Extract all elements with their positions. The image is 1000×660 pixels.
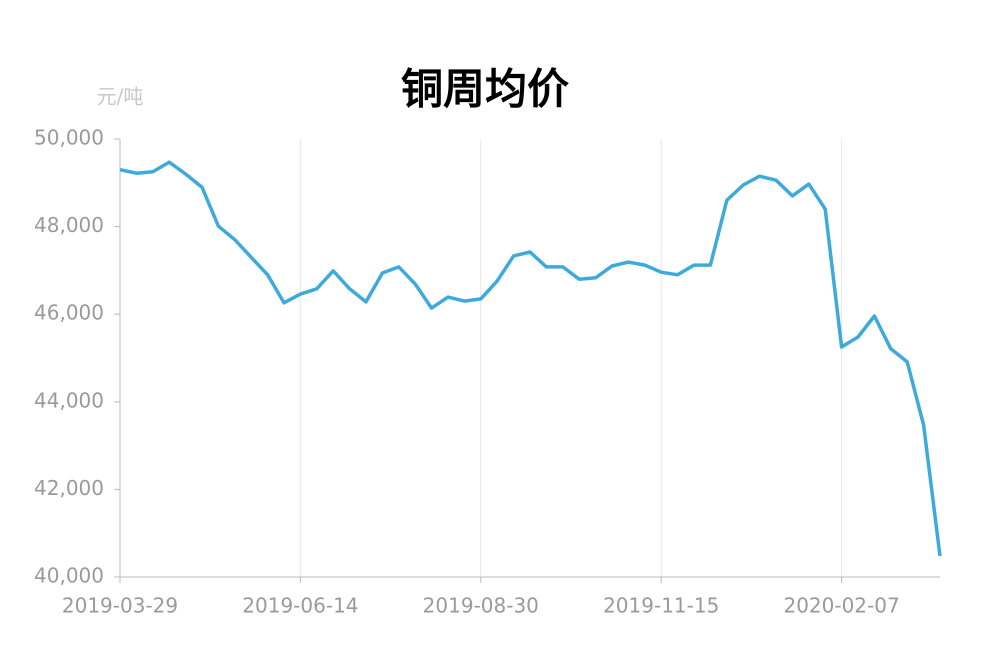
x-tick-label: 2019-03-29 [62,594,178,618]
y-tick-label: 40,000 [34,564,104,588]
x-tick-label: 2019-06-14 [242,594,358,618]
y-tick-label: 48,000 [34,213,104,237]
line-series [119,160,942,557]
y-tick-label: 46,000 [34,301,104,325]
x-tick-label: 2019-11-15 [603,594,719,618]
y-tick-label: 42,000 [34,476,104,500]
y-tick-label: 44,000 [34,388,104,412]
y-tick-label: 50,000 [34,126,104,150]
x-tick-label: 2020-02-07 [783,594,899,618]
chart-title: 铜周均价 [401,65,569,114]
y-unit: 元/吨 [97,85,144,109]
x-tick-label: 2019-08-30 [423,594,539,618]
